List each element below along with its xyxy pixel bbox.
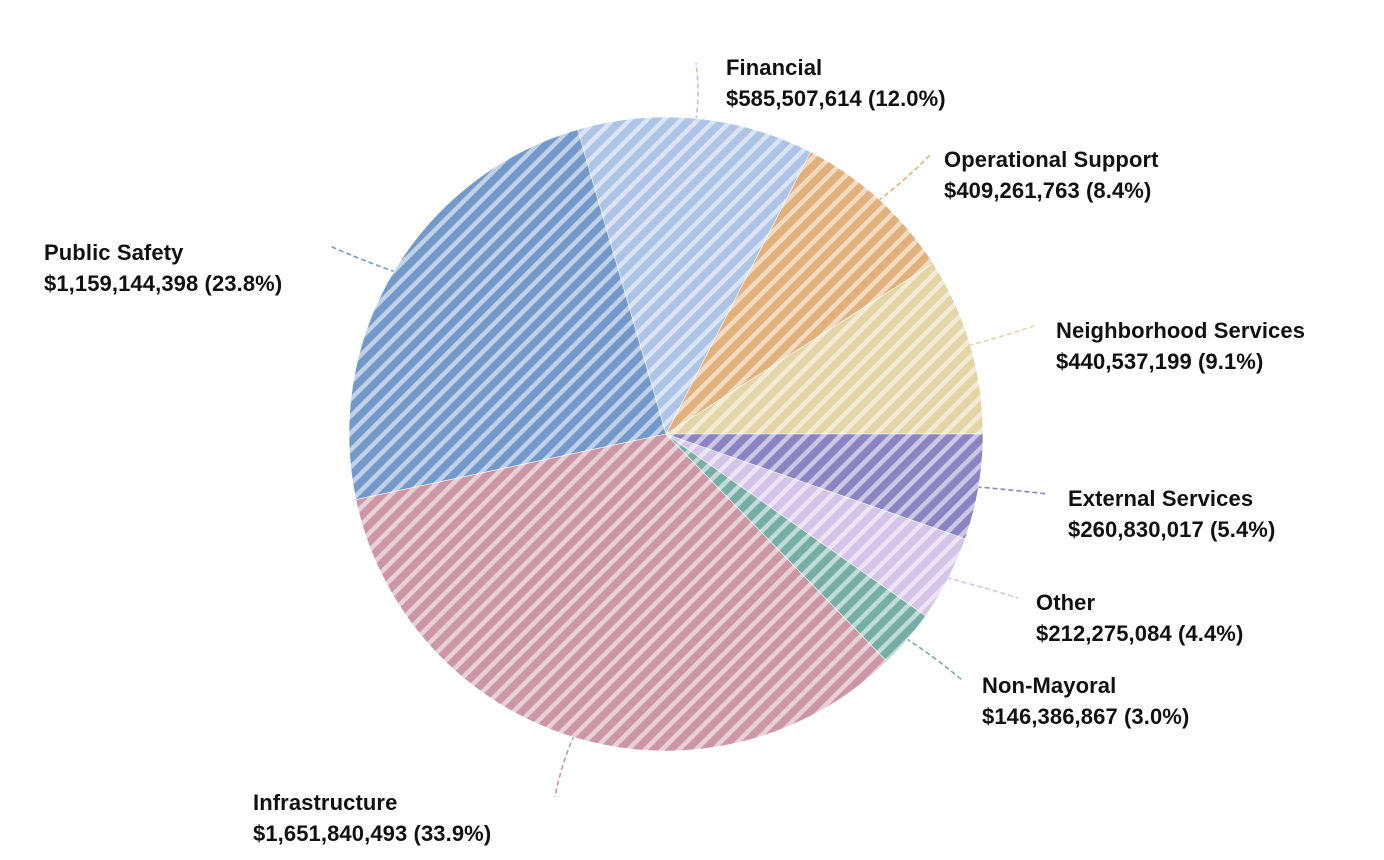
slice-label-external-services: External Services $260,830,017 (5.4%) xyxy=(1068,483,1275,545)
slice-label-value: $409,261,763 (8.4%) xyxy=(944,178,1152,203)
slice-label-name: Public Safety xyxy=(44,240,184,265)
slice-label-value: $1,651,840,493 (33.9%) xyxy=(253,821,492,846)
pie-slice-operational-support xyxy=(665,151,934,435)
slice-label-name: Non-Mayoral xyxy=(982,673,1117,698)
slice-label-name: Other xyxy=(1036,590,1096,615)
slice-label-name: Neighborhood Services xyxy=(1056,318,1306,343)
slice-label-name: Operational Support xyxy=(944,147,1159,172)
slice-label-public-safety: Public Safety $1,159,144,398 (23.8%) xyxy=(44,237,282,299)
slice-label-name: External Services xyxy=(1068,486,1254,511)
pie-slice-public-safety xyxy=(348,129,667,501)
slice-label-value: $260,830,017 (5.4%) xyxy=(1068,517,1276,542)
leader-line-non-mayoral xyxy=(905,637,964,682)
slice-label-non-mayoral: Non-Mayoral $146,386,867 (3.0%) xyxy=(982,670,1189,732)
leader-line-infrastructure xyxy=(554,734,575,798)
slice-label-value: $585,507,614 (12.0%) xyxy=(726,86,946,111)
slice-label-value: $440,537,199 (9.1%) xyxy=(1056,349,1264,374)
slice-label-neighborhood-services: Neighborhood Services $440,537,199 (9.1%) xyxy=(1056,315,1305,377)
slice-label-name: Infrastructure xyxy=(253,790,398,815)
slice-label-name: Financial xyxy=(726,55,823,80)
leader-line-neighborhood-services xyxy=(968,325,1035,347)
leader-line-operational-support xyxy=(877,154,931,202)
leader-line-public-safety xyxy=(329,245,397,273)
pie-slice-external-services xyxy=(665,433,984,540)
slice-label-value: $1,159,144,398 (23.8%) xyxy=(44,271,283,296)
slice-label-operational-support: Operational Support $409,261,763 (8.4%) xyxy=(944,144,1159,206)
leader-line-financial xyxy=(695,62,699,121)
slice-label-other: Other $212,275,084 (4.4%) xyxy=(1036,587,1243,649)
pie-slice-financial xyxy=(577,116,811,435)
leader-line-other xyxy=(946,576,1019,599)
leader-line-external-services xyxy=(976,486,1049,495)
slice-label-infrastructure: Infrastructure $1,651,840,493 (33.9%) xyxy=(253,787,491,849)
pie-slice-neighborhood-services xyxy=(664,262,984,435)
slice-label-value: $146,386,867 (3.0%) xyxy=(982,704,1190,729)
slice-label-value: $212,275,084 (4.4%) xyxy=(1036,621,1244,646)
slice-label-financial: Financial $585,507,614 (12.0%) xyxy=(726,52,946,114)
pie-slice-infrastructure xyxy=(355,433,888,752)
